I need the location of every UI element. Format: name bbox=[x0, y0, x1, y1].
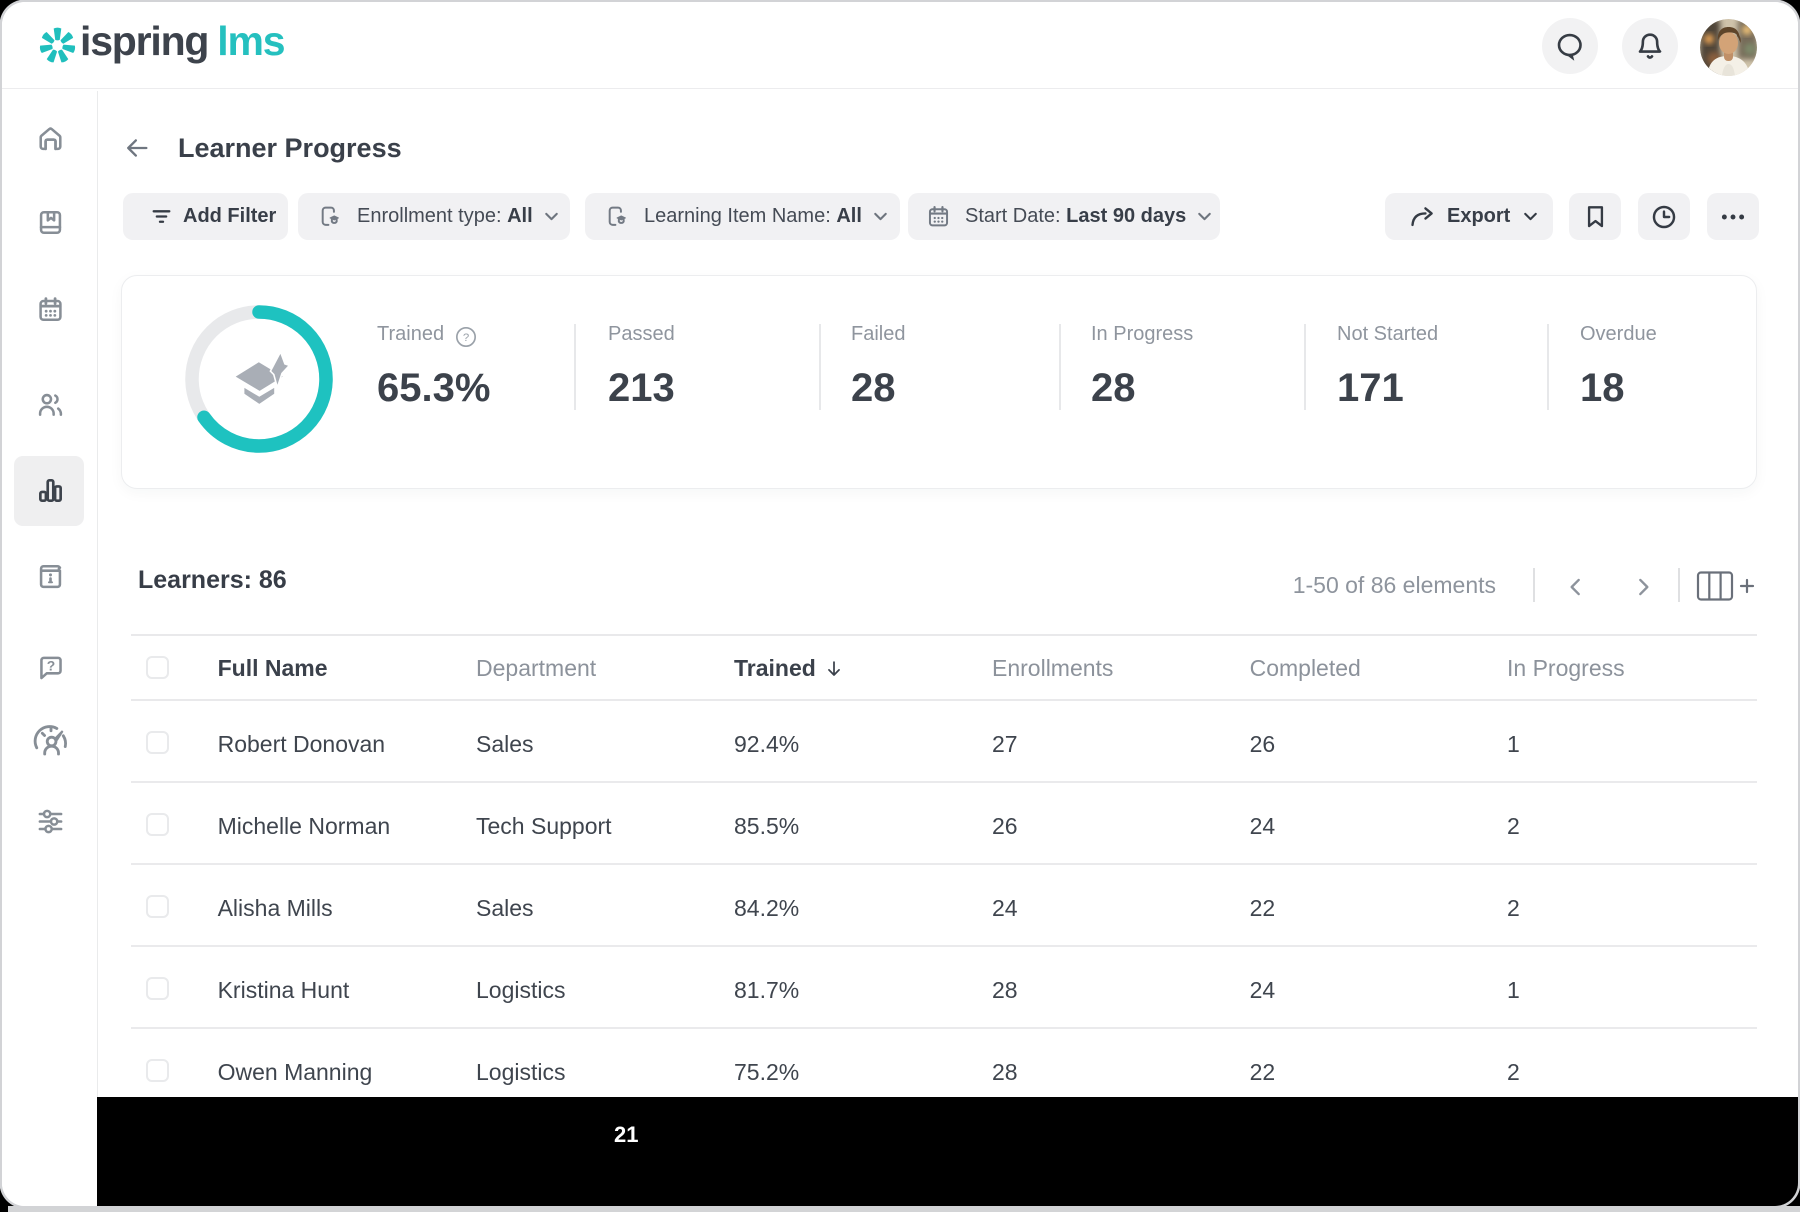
svg-text:?: ? bbox=[463, 332, 469, 344]
svg-text:?: ? bbox=[47, 658, 55, 674]
